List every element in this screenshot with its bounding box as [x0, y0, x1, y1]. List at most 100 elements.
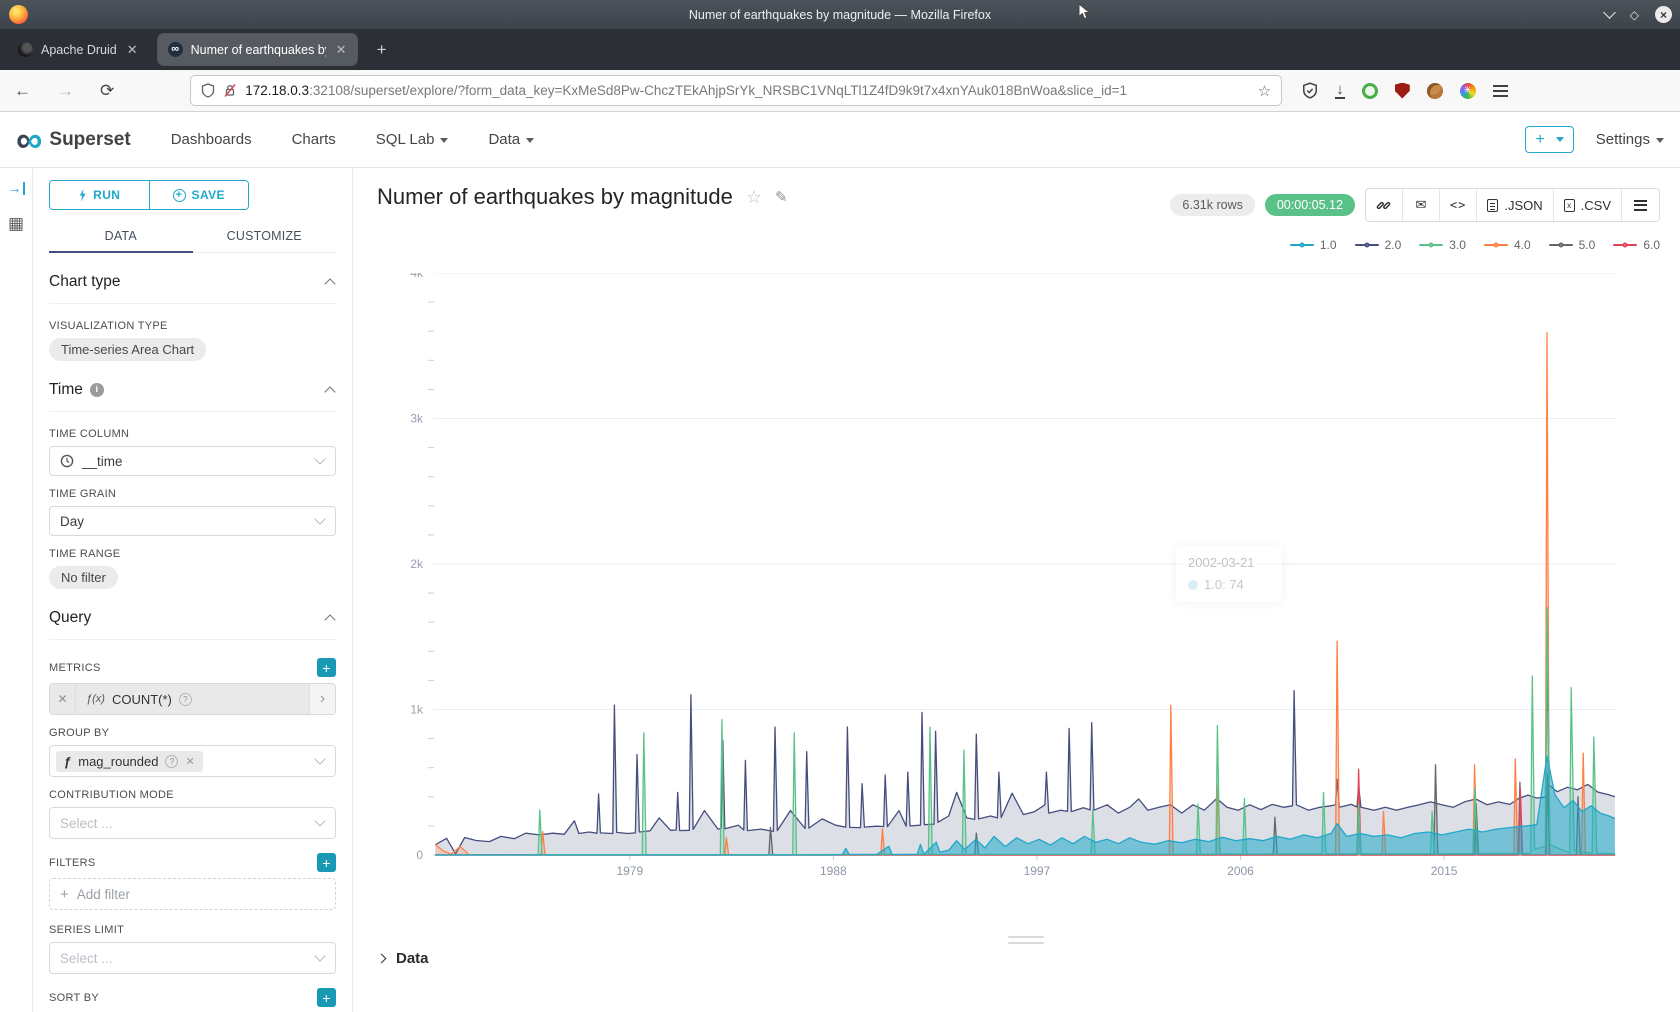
tab-customize[interactable]: CUSTOMIZE: [193, 220, 337, 252]
export-json-button[interactable]: .JSON: [1477, 189, 1553, 221]
legend-item-1.0[interactable]: 1.0: [1290, 238, 1337, 252]
section-chart-type[interactable]: Chart type: [49, 253, 336, 304]
contribution-mode-label: CONTRIBUTION MODE: [49, 789, 174, 801]
legend-item-4.0[interactable]: 4.0: [1484, 238, 1531, 252]
series-limit-label: SERIES LIMIT: [49, 924, 124, 936]
panel-resize-handle[interactable]: [1008, 936, 1044, 948]
tab-close-icon[interactable]: ✕: [127, 42, 138, 58]
add-metric-button[interactable]: +: [317, 658, 336, 677]
save-button[interactable]: +SAVE: [150, 181, 249, 209]
page-title[interactable]: Numer of earthquakes by magnitude: [377, 184, 733, 210]
legend-marker-icon: [1484, 241, 1508, 249]
window-minimize-icon[interactable]: [1603, 6, 1616, 19]
svg-text:4k: 4k: [410, 273, 424, 280]
nav-charts[interactable]: Charts: [292, 131, 336, 148]
url-bar[interactable]: 172.18.0.3:32108/superset/explore/?form_…: [190, 75, 1282, 106]
chart-legend: 1.0 2.0 3.0 4.0 5.0 6.0: [1290, 238, 1660, 252]
forward-button[interactable]: →: [57, 81, 74, 101]
browser-tab-druid[interactable]: Apache Druid ✕: [8, 34, 148, 65]
nav-settings[interactable]: Settings: [1596, 131, 1664, 148]
browser-tabstrip: Apache Druid ✕ ∞ Numer of earthquakes by…: [0, 29, 1680, 70]
expand-metric-icon[interactable]: ›: [309, 684, 335, 714]
data-panel-toggle[interactable]: Data: [378, 950, 429, 967]
superset-logo[interactable]: ∞: [16, 125, 42, 155]
bookmark-star-icon[interactable]: ☆: [1258, 82, 1271, 100]
insecure-lock-icon[interactable]: [223, 83, 237, 98]
section-query[interactable]: Query: [49, 589, 336, 640]
window-titlebar: Numer of earthquakes by magnitude — Mozi…: [0, 0, 1680, 29]
contribution-select[interactable]: Select ...: [49, 807, 336, 839]
viz-type-value[interactable]: Time-series Area Chart: [49, 338, 206, 361]
time-grain-select[interactable]: Day: [49, 506, 336, 536]
nav-dashboards[interactable]: Dashboards: [171, 131, 252, 148]
query-timer-badge: 00:00:05.12: [1265, 194, 1355, 216]
back-button[interactable]: ←: [14, 81, 31, 101]
superset-navbar: ∞ Superset Dashboards Charts SQL Lab Dat…: [0, 112, 1680, 168]
share-link-button[interactable]: [1366, 189, 1403, 221]
superset-favicon: ∞: [168, 42, 183, 57]
nav-sql-lab[interactable]: SQL Lab: [376, 131, 449, 148]
run-button[interactable]: RUN: [50, 181, 150, 209]
tab-close-icon[interactable]: ✕: [336, 42, 347, 58]
add-sort-button[interactable]: +: [317, 988, 336, 1007]
add-new-button[interactable]: +: [1525, 126, 1573, 153]
window-maximize-icon[interactable]: ◇: [1630, 8, 1639, 22]
cookie-extension-icon[interactable]: [1427, 83, 1443, 99]
sort-by-label: SORT BY: [49, 992, 99, 1004]
downloads-icon[interactable]: ↓: [1335, 82, 1345, 100]
extension-green-icon[interactable]: [1362, 83, 1378, 99]
favorite-star-icon[interactable]: ☆: [746, 187, 762, 208]
new-tab-button[interactable]: +: [367, 40, 397, 60]
menu-hamburger-icon[interactable]: [1493, 85, 1508, 97]
plus-icon: +: [60, 886, 69, 903]
remove-chip-icon[interactable]: ✕: [185, 755, 194, 768]
envelope-icon: ✉: [1415, 197, 1426, 213]
section-time[interactable]: Timei: [49, 361, 336, 412]
edit-properties-icon[interactable]: ✎: [775, 188, 788, 206]
dataset-grid-icon[interactable]: ▦: [8, 214, 24, 234]
reload-button[interactable]: ⟳: [100, 81, 114, 101]
series-dot-icon: [1188, 580, 1198, 590]
email-button[interactable]: ✉: [1403, 189, 1440, 221]
nav-data[interactable]: Data: [488, 131, 534, 148]
tab-data[interactable]: DATA: [49, 220, 193, 253]
expand-panel-icon[interactable]: →: [8, 180, 25, 196]
legend-item-6.0[interactable]: 6.0: [1613, 238, 1660, 252]
time-grain-label: TIME GRAIN: [49, 488, 336, 500]
svg-text:3k: 3k: [410, 412, 424, 426]
chevron-up-icon: [324, 614, 335, 625]
time-range-value[interactable]: No filter: [49, 566, 118, 589]
superset-brand[interactable]: Superset: [49, 129, 130, 151]
tab-label: Numer of earthquakes by m: [191, 43, 326, 57]
time-column-label: TIME COLUMN: [49, 428, 336, 440]
window-close-icon[interactable]: ×: [1655, 6, 1672, 23]
metric-chip[interactable]: ✕ ƒ(x)COUNT(*)? ›: [49, 683, 336, 715]
groupby-chip[interactable]: ƒmag_rounded?✕: [56, 751, 203, 772]
add-filter-button[interactable]: +: [317, 853, 336, 872]
time-range-label: TIME RANGE: [49, 548, 336, 560]
extension-colorful-icon[interactable]: ✳: [1460, 83, 1476, 99]
legend-item-2.0[interactable]: 2.0: [1355, 238, 1402, 252]
legend-item-5.0[interactable]: 5.0: [1549, 238, 1596, 252]
series-limit-select[interactable]: Select ...: [49, 942, 336, 974]
tooltip-value: 1.0: 74: [1204, 577, 1244, 592]
tracking-protection-icon[interactable]: [1302, 82, 1318, 99]
url-text[interactable]: 172.18.0.3:32108/superset/explore/?form_…: [245, 83, 1250, 98]
legend-item-3.0[interactable]: 3.0: [1419, 238, 1466, 252]
fx-icon: ƒ(x): [86, 693, 105, 705]
metrics-label: METRICS: [49, 662, 101, 674]
export-csv-button[interactable]: .CSV: [1554, 189, 1622, 221]
site-info-shield-icon[interactable]: [201, 83, 215, 98]
remove-metric-icon[interactable]: ✕: [50, 684, 76, 714]
ublock-icon[interactable]: [1395, 83, 1410, 99]
browser-tab-superset[interactable]: ∞ Numer of earthquakes by m ✕: [158, 34, 357, 65]
chart-plot[interactable]: 01k2k3k4k19791988199720062015: [353, 273, 1680, 888]
add-filter-box[interactable]: +Add filter: [49, 878, 336, 910]
svg-text:2k: 2k: [410, 557, 424, 571]
groupby-select[interactable]: ƒmag_rounded?✕: [49, 745, 336, 777]
time-column-select[interactable]: __time: [49, 446, 336, 476]
more-options-button[interactable]: [1622, 189, 1659, 221]
embed-code-button[interactable]: <>: [1440, 189, 1477, 221]
tooltip-date: 2002-03-21: [1188, 555, 1270, 570]
svg-text:2006: 2006: [1227, 864, 1254, 878]
